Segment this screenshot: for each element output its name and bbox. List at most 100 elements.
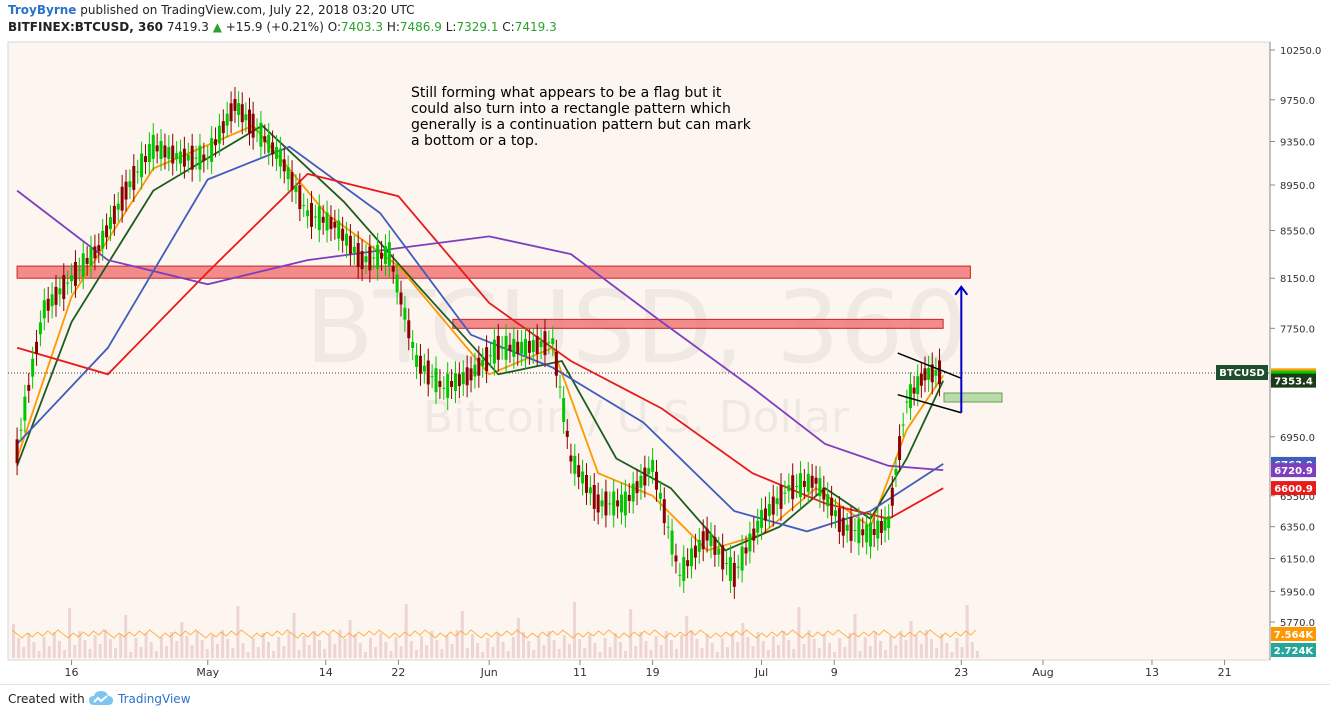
volume-bar <box>22 647 26 658</box>
volume-bar <box>506 651 510 658</box>
ohlc-low: 7329.1 <box>456 20 499 34</box>
volume-bar <box>833 652 837 658</box>
volume-bar <box>114 648 117 658</box>
candle-body <box>360 251 364 270</box>
candle-body <box>345 233 349 246</box>
volume-bar <box>216 644 219 658</box>
flag-pattern[interactable] <box>897 352 962 414</box>
volume-bar <box>353 634 357 658</box>
candle-body <box>775 498 779 505</box>
volume-bar <box>935 648 939 658</box>
price-label-box <box>1271 463 1316 478</box>
volume-bar <box>675 649 678 658</box>
volume-bar <box>889 636 893 658</box>
volume-bar <box>52 632 56 658</box>
author-link[interactable]: TroyByrne <box>8 3 77 17</box>
flag-box[interactable] <box>943 392 1003 403</box>
candle-body <box>418 355 422 374</box>
candle-body <box>271 142 275 155</box>
volume-bar <box>516 618 520 658</box>
volume-bar <box>409 641 413 658</box>
volume-bar <box>363 652 367 658</box>
volume-bar <box>817 648 821 658</box>
volume-bar <box>873 632 877 658</box>
candle-body <box>77 269 81 271</box>
volume-bar <box>583 648 587 658</box>
volume-bar <box>557 649 561 658</box>
candle-body <box>237 103 241 116</box>
volume-bar <box>47 646 51 658</box>
breakout-arrow[interactable] <box>954 285 969 413</box>
candle-body <box>535 336 539 354</box>
candle-body <box>282 159 286 172</box>
annotation-text[interactable]: Still forming what appears to be a flag … <box>411 85 752 149</box>
x-axis[interactable]: 16 May 14 22 Jun 11 19 Jul 9 23 Aug 13 21 <box>65 660 1232 679</box>
resistance-zone <box>452 318 944 329</box>
y-tick-label: 9350.0 <box>1280 137 1315 148</box>
candle-body <box>512 338 516 357</box>
volume-bar <box>139 647 143 658</box>
volume-bar <box>98 644 102 658</box>
volume-bar <box>664 631 668 658</box>
volume-bar <box>705 634 709 658</box>
candle-body <box>810 475 814 488</box>
volume-bar <box>63 650 66 658</box>
candle-body <box>128 181 132 188</box>
candle-body <box>879 521 883 533</box>
volume-bar <box>27 633 31 658</box>
candle-body <box>391 265 395 272</box>
volume-bar <box>348 620 352 658</box>
volume-bar <box>669 640 673 658</box>
x-tick-label: 9 <box>831 666 838 679</box>
volume-bar <box>465 648 469 658</box>
candle-body <box>403 307 407 320</box>
candle-body <box>577 465 581 478</box>
candle-body <box>833 510 837 517</box>
candle-body <box>124 181 128 200</box>
candle-body <box>62 275 66 300</box>
candle-body <box>806 473 810 492</box>
annotation-line: a bottom or a top. <box>411 133 538 149</box>
ma-line <box>16 189 944 471</box>
volume-bar <box>200 640 204 658</box>
candle-body <box>35 341 39 354</box>
candle-body <box>736 566 740 568</box>
candle-body <box>306 210 310 217</box>
candle-body <box>830 497 834 516</box>
candle-body <box>905 401 909 403</box>
candle-body <box>569 455 573 462</box>
candle-body <box>453 373 457 392</box>
price-label-text: 6600.9 <box>1274 484 1313 495</box>
candle-body <box>588 487 592 494</box>
volume-bar <box>802 644 806 658</box>
x-tick-label: 16 <box>65 666 79 679</box>
candle-body <box>701 531 705 550</box>
candle-body <box>450 380 454 387</box>
volume-bar <box>761 641 765 658</box>
candle-body <box>500 347 504 349</box>
price-label-text: 6720.9 <box>1274 466 1313 477</box>
candle-body <box>818 478 822 497</box>
y-axis[interactable]: 10250.0 9750.0 9350.0 8950.0 8550.0 8150.0 775… <box>1269 42 1330 660</box>
candle-body <box>678 574 682 576</box>
candle-body <box>612 491 616 516</box>
candle-body <box>635 481 639 494</box>
volume-bar <box>608 647 612 658</box>
volume-bar <box>256 647 260 658</box>
candle-body <box>438 380 442 387</box>
volume-bars <box>11 602 979 658</box>
volume-bar <box>659 645 663 658</box>
volume-bar <box>843 647 847 658</box>
ohlc-open: 7403.3 <box>341 20 383 34</box>
tradingview-link[interactable]: TradingView <box>118 692 191 706</box>
candle-body <box>19 429 23 431</box>
candle-body <box>364 256 368 263</box>
key-levels[interactable] <box>16 265 971 329</box>
candles <box>15 87 942 599</box>
price-chart[interactable]: BTCUSD, 360 Bitcoin / U.S. Dollar Still … <box>0 0 1330 684</box>
candle-body <box>194 157 198 159</box>
candle-body <box>278 148 282 167</box>
candle-body <box>845 524 849 531</box>
candle-body <box>116 203 120 210</box>
candle-body <box>66 282 70 284</box>
